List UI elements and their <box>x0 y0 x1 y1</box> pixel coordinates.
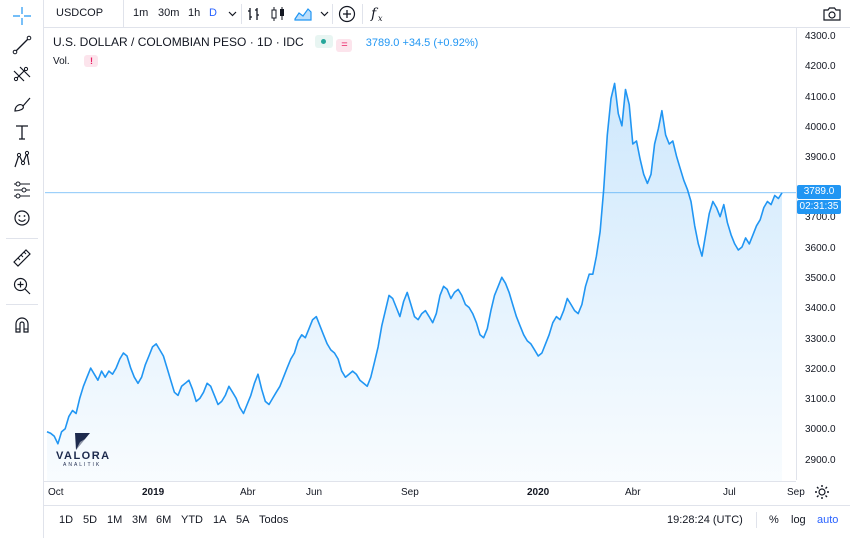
logo-title: VALORA <box>56 450 111 462</box>
camera-icon[interactable] <box>822 4 842 24</box>
price-tick: 3500.0 <box>805 273 836 284</box>
auto-toggle[interactable]: auto <box>817 514 839 526</box>
svg-text:f: f <box>370 6 379 22</box>
time-tick: Oct <box>48 487 64 498</box>
price-tick: 3400.0 <box>805 303 836 314</box>
market-status-icon[interactable] <box>315 35 334 48</box>
chart-legend: U.S. DOLLAR / COLOMBIAN PESO · 1D · IDC … <box>53 35 478 52</box>
trend-line-icon[interactable] <box>10 33 34 57</box>
svg-text:x: x <box>378 14 383 23</box>
crosshair-icon[interactable] <box>10 4 34 28</box>
time-tick: Abr <box>625 487 641 498</box>
fib-tool-icon[interactable] <box>10 63 34 87</box>
price-tick: 4300.0 <box>805 31 836 42</box>
range-5a[interactable]: 5A <box>236 514 250 526</box>
last-price-label: 3789.0 <box>797 185 841 199</box>
time-tick: Jul <box>723 487 736 498</box>
time-tick: 2020 <box>527 487 550 498</box>
legend-price: 3789.0 +34.5 (+0.92%) <box>365 37 479 49</box>
range-ytd[interactable]: YTD <box>181 514 203 526</box>
divider <box>241 4 242 24</box>
divider <box>332 4 333 24</box>
time-tick: 2019 <box>142 487 165 498</box>
time-tick: Sep <box>787 487 805 498</box>
log-toggle[interactable]: log <box>791 514 806 526</box>
pattern-tool-icon[interactable] <box>10 148 34 172</box>
price-tick: 4200.0 <box>805 61 836 72</box>
divider <box>756 512 757 528</box>
range-5d[interactable]: 5D <box>83 514 98 526</box>
symbol-search[interactable]: USDCOP <box>48 0 124 27</box>
interval-30m[interactable]: 30m <box>158 7 180 19</box>
price-tick: 4000.0 <box>805 122 836 133</box>
logo-subtitle: ANALITIK <box>63 462 102 468</box>
data-status-icon[interactable]: = <box>336 39 353 52</box>
chevron-down-icon[interactable] <box>222 4 242 24</box>
price-axis[interactable]: 4300.0 4200.0 4100.0 4000.0 3900.0 3700.… <box>796 28 850 480</box>
range-1d[interactable]: 1D <box>59 514 74 526</box>
countdown-label: 02:31:35 <box>797 200 841 214</box>
drawing-toolbar <box>0 0 44 538</box>
interval-1m[interactable]: 1m <box>133 7 149 19</box>
chevron-down-icon[interactable] <box>314 4 334 24</box>
time-tick: Jun <box>306 487 323 498</box>
prediction-tool-icon[interactable] <box>10 178 34 202</box>
price-tick: 3200.0 <box>805 364 836 375</box>
price-chart[interactable] <box>45 29 796 481</box>
text-tool-icon[interactable] <box>10 120 34 144</box>
zoom-in-icon[interactable] <box>10 274 34 298</box>
interval-d[interactable]: D <box>209 7 217 19</box>
valora-logo-icon <box>75 433 90 450</box>
bar-chart-icon[interactable] <box>244 4 264 24</box>
time-axis[interactable]: Oct 2019 Abr Jun Sep 2020 Abr Jul Sep <box>44 481 805 505</box>
range-3m[interactable]: 3M <box>132 514 148 526</box>
bottom-toolbar: 1D 5D 1M 3M 6M YTD 1A 5A Todos 19:28:24 … <box>44 505 850 533</box>
range-6m[interactable]: 6M <box>156 514 172 526</box>
divider <box>362 4 363 24</box>
price-tick: 3900.0 <box>805 152 836 163</box>
divider <box>6 238 38 239</box>
interval-1h[interactable]: 1h <box>188 7 201 19</box>
price-area-fill <box>47 83 782 481</box>
gear-icon[interactable] <box>814 484 830 500</box>
magnet-icon[interactable] <box>10 313 34 337</box>
price-tick: 3100.0 <box>805 394 836 405</box>
percent-toggle[interactable]: % <box>769 514 779 526</box>
ruler-icon[interactable] <box>10 246 34 270</box>
emoji-icon[interactable] <box>10 206 34 230</box>
candles-icon[interactable] <box>268 4 288 24</box>
price-tick: 3300.0 <box>805 334 836 345</box>
volume-label[interactable]: Vol. <box>53 56 70 67</box>
price-tick: 3600.0 <box>805 243 836 254</box>
area-chart-icon[interactable] <box>293 4 313 24</box>
price-line <box>46 82 783 445</box>
brush-icon[interactable] <box>10 92 34 116</box>
price-tick: 3000.0 <box>805 424 836 435</box>
warning-icon[interactable]: ! <box>84 55 99 67</box>
price-tick: 3700.0 <box>805 212 836 223</box>
range-1m[interactable]: 1M <box>107 514 123 526</box>
utc-clock[interactable]: 19:28:24 (UTC) <box>667 514 743 526</box>
volume-legend: Vol. ! <box>53 55 99 67</box>
price-tick: 4100.0 <box>805 92 836 103</box>
add-compare-icon[interactable] <box>337 4 357 24</box>
range-1a[interactable]: 1A <box>213 514 227 526</box>
time-tick: Sep <box>401 487 419 498</box>
range-todos[interactable]: Todos <box>259 514 289 526</box>
divider <box>6 304 38 305</box>
price-tick: 2900.0 <box>805 455 836 466</box>
legend-title[interactable]: U.S. DOLLAR / COLOMBIAN PESO · 1D · IDC <box>53 35 304 49</box>
time-tick: Abr <box>240 487 256 498</box>
